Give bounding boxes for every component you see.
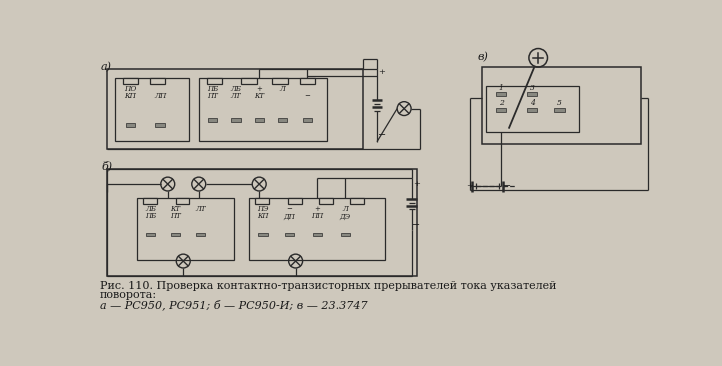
Bar [303,118,312,122]
Text: ЛП: ЛП [154,92,166,100]
Bar [495,93,506,96]
Text: −: − [287,205,292,213]
Text: ПБ: ПБ [207,85,218,93]
Text: поворота:: поворота: [100,290,157,300]
Text: ЛТ: ЛТ [195,205,206,213]
Bar [136,198,234,259]
Bar [482,67,640,144]
Text: а — РС950, РС951; б — РС950-И; в — 23.3747: а — РС950, РС951; б — РС950-И; в — 23.37… [100,299,367,310]
Bar [272,78,288,84]
Bar [319,198,333,204]
Text: +: + [314,205,321,213]
Text: −: − [503,182,511,191]
Text: +: + [256,85,262,93]
Bar [108,169,417,276]
Text: −: − [304,92,310,100]
Text: +: + [378,68,385,76]
Bar [231,118,240,122]
Text: 4: 4 [529,99,534,107]
Text: −: − [412,221,421,230]
Text: Л: Л [342,205,348,213]
Text: КТ: КТ [170,205,180,213]
Bar [171,232,180,236]
Text: +: + [466,182,473,190]
Text: ДЭ: ДЭ [339,212,351,220]
Bar [175,198,189,204]
Bar [258,232,268,236]
Text: ПТ: ПТ [207,92,218,100]
Bar [196,232,205,236]
Bar [150,78,165,84]
Text: 2: 2 [499,99,503,107]
Bar [199,78,326,141]
Bar [126,123,135,127]
Text: ПО: ПО [124,85,136,93]
Bar [341,232,350,236]
Text: в): в) [478,52,489,62]
Bar [526,93,537,96]
Text: 1: 1 [499,84,503,92]
Text: КП: КП [125,92,136,100]
Text: КП: КП [257,212,269,220]
Text: +: + [413,180,420,188]
Text: ДП: ДП [284,212,295,220]
Text: 3: 3 [529,84,534,92]
Bar [278,118,287,122]
Bar [208,118,217,122]
Text: ПБ: ПБ [145,212,157,220]
Text: ЛБ: ЛБ [145,205,156,213]
Bar [300,78,315,84]
Bar [350,198,364,204]
Bar [146,232,155,236]
Text: а): а) [101,62,112,73]
Text: ЛТ: ЛТ [231,92,241,100]
Bar [495,108,506,112]
Bar [249,198,385,259]
Text: ПЭ: ПЭ [257,205,269,213]
Bar [554,108,565,112]
Bar [256,198,269,204]
Bar [288,198,302,204]
Text: ПТ: ПТ [170,212,181,220]
Bar [526,108,537,112]
Text: 5: 5 [557,99,562,107]
Bar [123,78,139,84]
Bar [108,68,363,149]
Text: Л: Л [279,85,285,93]
Bar [206,78,222,84]
Bar [155,123,165,127]
Bar [143,198,157,204]
Text: КТ: КТ [254,92,264,100]
Bar [115,78,188,141]
Bar [255,118,264,122]
Text: б̆): б̆) [101,161,112,172]
Bar [241,78,257,84]
Bar [284,232,294,236]
Text: −: − [378,131,386,140]
Bar [485,86,578,132]
Text: ЛБ: ЛБ [230,85,241,93]
Text: Рис. 110. Проверка контактно-транзисторных прерывателей тока указателей: Рис. 110. Проверка контактно-транзисторн… [100,281,556,291]
Text: ПП: ПП [311,212,323,220]
Bar [313,232,322,236]
